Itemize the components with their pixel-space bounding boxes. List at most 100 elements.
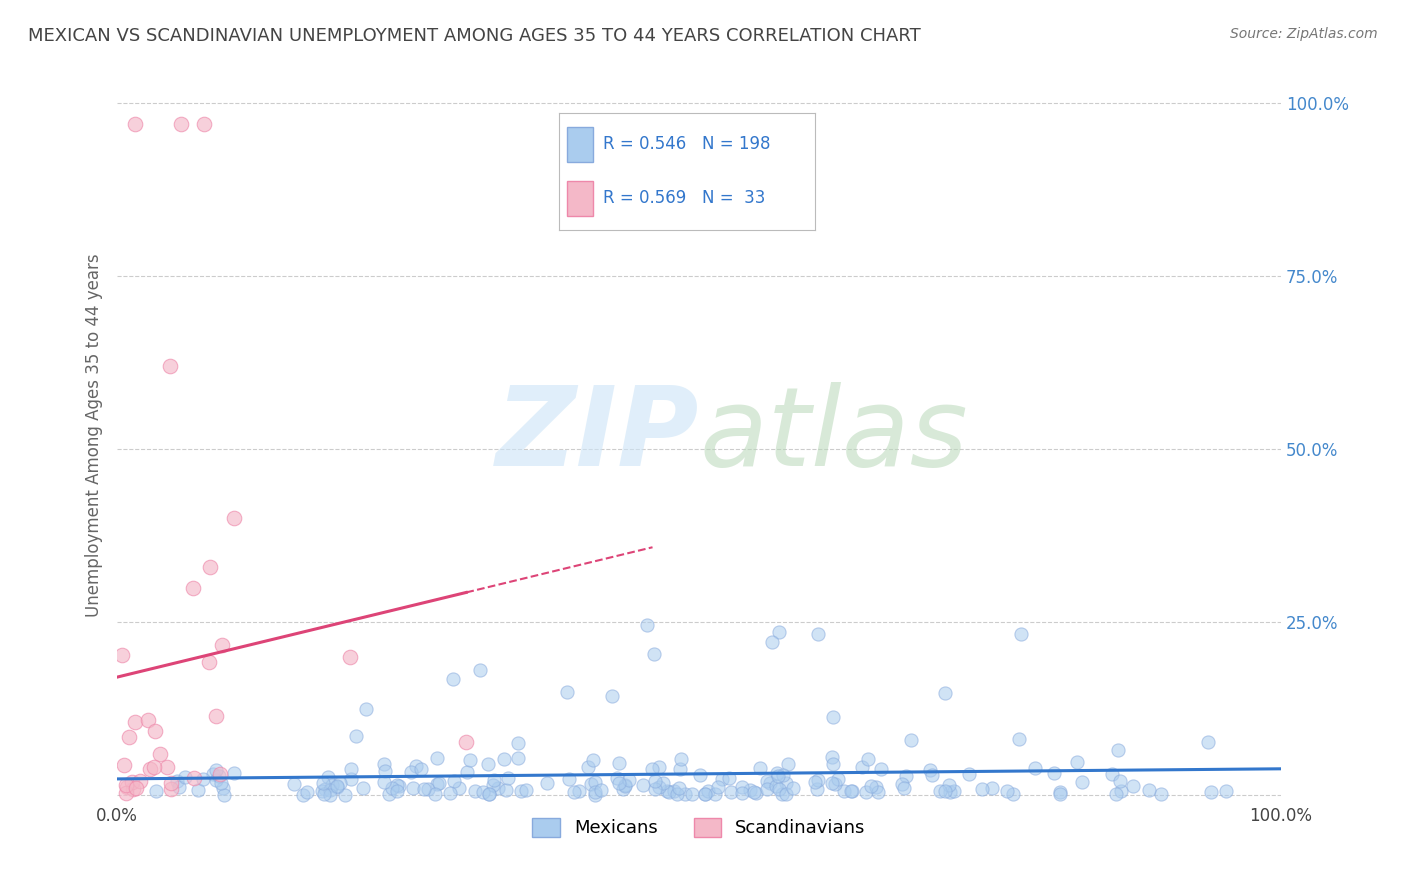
Point — [631, 778, 654, 792]
Point — [761, 635, 783, 649]
Point — [804, 775, 827, 789]
Point — [673, 787, 696, 801]
Point — [1070, 774, 1092, 789]
Point — [755, 782, 778, 797]
Point — [807, 627, 830, 641]
Point — [900, 732, 922, 747]
Point — [426, 777, 449, 791]
Point — [183, 772, 205, 786]
Point — [1049, 785, 1071, 799]
Point — [441, 672, 464, 686]
Point — [205, 763, 228, 777]
Text: Source: ZipAtlas.com: Source: ZipAtlas.com — [1230, 27, 1378, 41]
Point — [112, 758, 135, 772]
Point — [482, 772, 505, 787]
Point — [821, 710, 844, 724]
Point — [576, 759, 599, 773]
Point — [648, 759, 671, 773]
Point — [1149, 787, 1171, 801]
Point — [775, 776, 797, 790]
Point — [160, 782, 183, 797]
Point — [681, 787, 703, 801]
Point — [181, 581, 204, 595]
Point — [740, 783, 762, 797]
Point — [823, 756, 845, 771]
Point — [648, 780, 671, 795]
Point — [374, 764, 396, 779]
Point — [1197, 735, 1219, 749]
Point — [312, 787, 335, 801]
Point — [891, 777, 914, 791]
Point — [496, 772, 519, 786]
Point — [399, 764, 422, 779]
Point — [614, 778, 637, 792]
Point — [893, 780, 915, 795]
Point — [666, 787, 689, 801]
Point — [423, 787, 446, 801]
Point — [859, 780, 882, 794]
Point — [579, 777, 602, 791]
Point — [928, 784, 950, 798]
Point — [1107, 743, 1129, 757]
Point — [316, 770, 339, 784]
Point — [720, 785, 742, 799]
Point — [824, 777, 846, 791]
Point — [211, 638, 233, 652]
Point — [730, 786, 752, 800]
Point — [869, 762, 891, 776]
Point — [111, 648, 134, 662]
Point — [385, 778, 408, 792]
Point — [938, 778, 960, 792]
Point — [388, 779, 411, 793]
Point — [1215, 783, 1237, 797]
Point — [205, 709, 228, 723]
Point — [856, 751, 879, 765]
Point — [866, 785, 889, 799]
Point — [1024, 761, 1046, 775]
Point — [115, 778, 138, 792]
Point — [356, 702, 378, 716]
Point — [114, 786, 136, 800]
Point — [600, 689, 623, 703]
Point — [401, 780, 423, 795]
Point — [129, 774, 152, 789]
Point — [606, 771, 628, 785]
Point — [209, 776, 232, 790]
Point — [478, 788, 501, 802]
Point — [555, 684, 578, 698]
Point — [222, 511, 245, 525]
Point — [821, 750, 844, 764]
Point — [205, 773, 228, 788]
Point — [291, 788, 314, 802]
Point — [617, 773, 640, 788]
Point — [669, 762, 692, 776]
Point — [174, 770, 197, 784]
Point — [821, 776, 844, 790]
Point — [515, 783, 537, 797]
Point — [894, 769, 917, 783]
Point — [167, 780, 190, 794]
Legend: Mexicans, Scandinavians: Mexicans, Scandinavians — [526, 811, 873, 845]
Point — [477, 756, 499, 771]
Point — [807, 772, 830, 787]
Point — [768, 782, 790, 797]
Point — [697, 784, 720, 798]
Point — [143, 724, 166, 739]
Point — [149, 747, 172, 762]
Point — [582, 753, 605, 767]
Point — [1199, 785, 1222, 799]
Point — [125, 780, 148, 795]
Point — [827, 772, 849, 786]
Point — [118, 730, 141, 744]
Point — [730, 780, 752, 794]
Point — [1043, 766, 1066, 780]
Point — [765, 765, 787, 780]
Point — [416, 781, 439, 796]
Point — [657, 784, 679, 798]
Point — [536, 775, 558, 789]
Point — [995, 784, 1018, 798]
Point — [405, 759, 427, 773]
Point — [1049, 787, 1071, 801]
Point — [170, 117, 193, 131]
Point — [121, 775, 143, 789]
